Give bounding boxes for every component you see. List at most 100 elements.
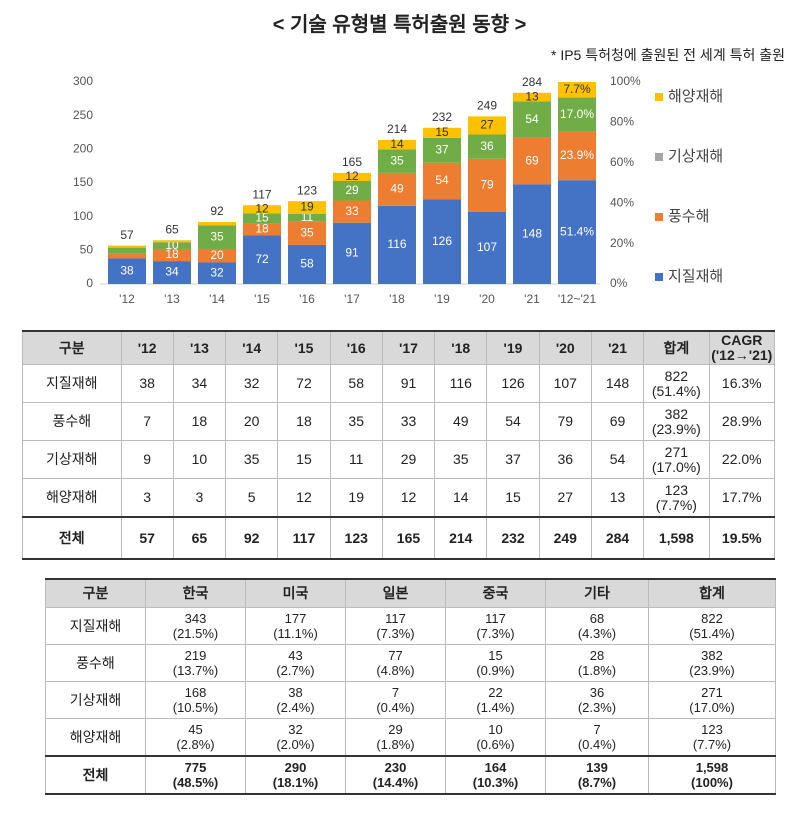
total-label: 165 xyxy=(342,155,362,169)
bar-value-label: 13 xyxy=(525,89,539,103)
table-cell: 17.7% xyxy=(708,478,776,518)
table-row: 풍수해 219 (13.7%) 43 (2.7%) 77 (4.8%) 15 (0.9%… xyxy=(45,644,776,682)
table-cell: 7 (0.4%) xyxy=(545,718,649,757)
bar-segment xyxy=(333,172,371,181)
table-cell: 12 xyxy=(381,478,436,518)
table-cell: 117 (7.3%) xyxy=(345,607,446,645)
total-label: 123 xyxy=(297,183,317,197)
header-cell: 기타 xyxy=(545,578,649,608)
table-cell: 54 xyxy=(486,402,540,441)
bar-value-label: 12 xyxy=(255,201,269,215)
x-tick-label: '12 xyxy=(119,292,135,306)
x-tick-label: '16 xyxy=(299,292,315,306)
header-cell: '14 xyxy=(225,330,279,365)
bar-segment xyxy=(198,248,236,263)
bar-segment xyxy=(108,245,146,248)
table-cell: 79 xyxy=(538,402,592,441)
bar-value-label: 58 xyxy=(300,257,314,271)
table-cell: 14 xyxy=(434,478,488,518)
bar-segment xyxy=(378,139,416,150)
table-cell: 19 xyxy=(329,478,383,518)
table-cell: 해양재해 xyxy=(45,718,146,757)
y-tick-label: 150 xyxy=(73,175,93,189)
table-cell: 22.0% xyxy=(708,440,776,479)
table-cell: 230 (14.4%) xyxy=(345,755,446,795)
table-cell: 1,598 (100%) xyxy=(648,755,776,795)
bar-value-label: 18 xyxy=(165,247,179,261)
bar-segment xyxy=(288,221,326,245)
bar-segment xyxy=(468,211,506,284)
table-cell: 116 xyxy=(434,364,488,403)
x-tick-label: '21 xyxy=(524,292,540,306)
table-cell: 69 xyxy=(590,402,645,441)
page-title: < 기술 유형별 특허출원 동향 > xyxy=(272,14,527,36)
bar-segment xyxy=(333,200,371,223)
table-cell: 775 (48.5%) xyxy=(145,755,246,795)
table-cell: 382 (23.9%) xyxy=(648,644,776,682)
table-row: 전체 775 (48.5%) 290 (18.1%) 230 (14.4%) 164 (… xyxy=(45,755,776,795)
share-segment xyxy=(558,97,596,132)
x-tick-label: '14 xyxy=(209,292,225,306)
table-cell: 3 xyxy=(120,478,174,518)
y2-tick-label: 100% xyxy=(610,74,641,88)
table-cell: 126 xyxy=(486,364,540,403)
table-cell: 117 (7.3%) xyxy=(445,607,546,645)
bar-segment xyxy=(153,261,191,284)
bar-segment xyxy=(243,223,281,236)
legend-swatch xyxy=(655,153,663,161)
bar-value-label: 35 xyxy=(390,153,404,167)
header-cell: '19 xyxy=(486,330,540,365)
bar-value-label: 33 xyxy=(345,204,359,218)
table-cell: 29 (1.8%) xyxy=(345,718,446,757)
bar-value-label: 126 xyxy=(432,234,452,248)
table-cell: 20 xyxy=(225,402,279,441)
table-cell: 32 xyxy=(225,364,279,403)
table-cell: 지질재해 xyxy=(22,364,122,403)
x-tick-label: '13 xyxy=(164,292,180,306)
table-cell: 7 xyxy=(120,402,174,441)
table-cell: 풍수해 xyxy=(45,644,146,682)
table-cell: 249 xyxy=(538,516,592,560)
table-cell: 165 xyxy=(381,516,436,560)
y2-tick-label: 60% xyxy=(610,155,634,169)
header-cell: 중국 xyxy=(445,578,546,608)
header-cell: 합계 xyxy=(643,330,710,365)
table-cell: 12 xyxy=(277,478,331,518)
bar-segment xyxy=(513,137,551,185)
legend-label: 지질재해 xyxy=(668,268,723,285)
table-cell: 271 (17.0%) xyxy=(643,440,710,479)
table-cell: 34 xyxy=(172,364,227,403)
table-cell: 35 xyxy=(434,440,488,479)
table-cell: 43 (2.7%) xyxy=(245,644,346,682)
table-cell: 10 (0.6%) xyxy=(445,718,546,757)
bar-segment xyxy=(333,222,371,284)
table-cell: 92 xyxy=(225,516,279,560)
header-cell: '20 xyxy=(538,330,592,365)
table-cell: 전체 xyxy=(22,516,122,560)
table-by-year: 구분 '12'13'14'15'16'17'18'19'20'21 합계 CAGR (… xyxy=(22,330,776,560)
table-cell: 58 xyxy=(329,364,383,403)
table-cell: 68 (4.3%) xyxy=(545,607,649,645)
table-cell: 822 (51.4%) xyxy=(648,607,776,645)
bar-value-label: 14 xyxy=(390,137,404,151)
header-cell: CAGR ('12→'21) xyxy=(708,330,776,365)
bar-segment xyxy=(513,92,551,102)
bar-value-label: 79 xyxy=(480,178,494,192)
header-cell: '15 xyxy=(277,330,331,365)
bar-segment xyxy=(198,262,236,284)
x-tick-label: '18 xyxy=(389,292,405,306)
table-cell: 219 (13.7%) xyxy=(145,644,246,682)
share-label: 7.7% xyxy=(563,82,591,96)
chart: 0 50 100 150 200 250 300 0% 20% 40% 60% 80% 100% '12 3… xyxy=(73,74,723,306)
table-cell: 65 xyxy=(172,516,227,560)
table-row: 지질재해 343 (21.5%) 177 (11.1%) 117 (7.3%) 117 … xyxy=(45,607,776,645)
table-cell: 11 xyxy=(329,440,383,479)
bar-segment xyxy=(513,184,551,284)
table-cell: 32 (2.0%) xyxy=(245,718,346,757)
table-row: 해양재해 3 3 5 12 19 12 14 15 27 13 123 (7.7%) 17.7% xyxy=(22,478,776,518)
total-label: 249 xyxy=(477,99,497,113)
bar-value-label: 18 xyxy=(255,222,269,236)
header-cell: 구분 xyxy=(22,330,122,365)
table-cell: 해양재해 xyxy=(22,478,122,518)
bar-segment xyxy=(468,158,506,212)
